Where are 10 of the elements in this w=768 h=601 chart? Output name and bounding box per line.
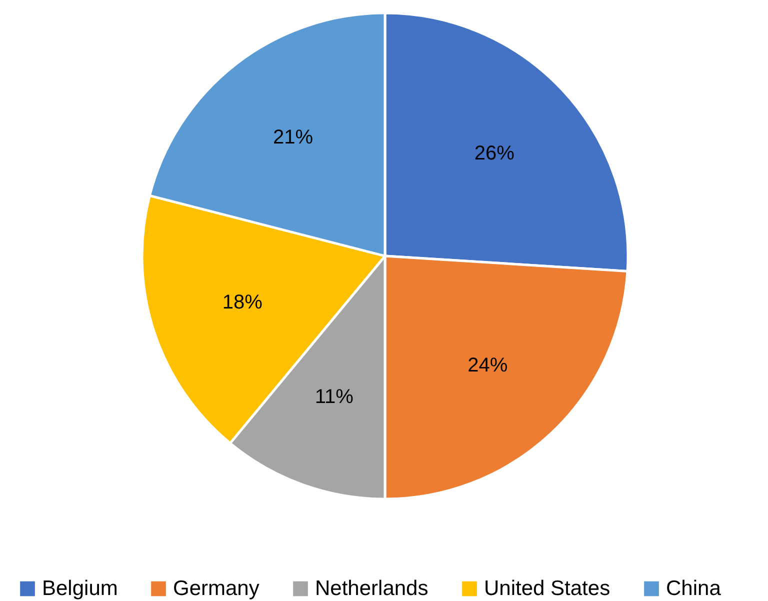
legend-label: Germany <box>173 576 260 600</box>
data-label: 11% <box>314 386 354 408</box>
data-label: 26% <box>474 142 515 164</box>
data-label: 24% <box>468 354 508 376</box>
legend-label: China <box>666 576 722 600</box>
data-label: 18% <box>222 291 263 314</box>
data-label: 21% <box>273 126 314 148</box>
legend-label: Netherlands <box>315 576 428 600</box>
legend-label: Belgium <box>42 576 118 600</box>
legend-label: United States <box>484 576 610 600</box>
